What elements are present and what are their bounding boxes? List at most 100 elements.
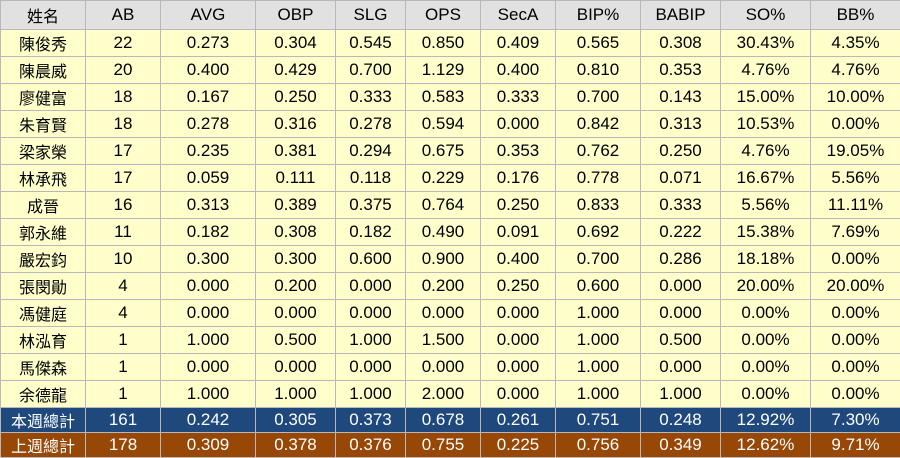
cell-slg: 0.000 <box>336 300 406 327</box>
cell-seca: 0.176 <box>481 165 556 192</box>
cell-bb-pct: 4.76% <box>811 57 900 84</box>
cell-avg: 0.000 <box>161 300 256 327</box>
total-cell-ops: 0.755 <box>406 433 481 458</box>
cell-so-pct: 4.76% <box>721 57 811 84</box>
cell-slg: 0.700 <box>336 57 406 84</box>
cell-ops: 0.229 <box>406 165 481 192</box>
cell-bip-pct: 0.762 <box>556 138 641 165</box>
cell-bb-pct: 20.00% <box>811 273 900 300</box>
cell-seca: 0.250 <box>481 192 556 219</box>
cell-obp: 0.381 <box>256 138 336 165</box>
cell-name: 陳晨威 <box>1 57 86 84</box>
cell-bip-pct: 0.810 <box>556 57 641 84</box>
cell-so-pct: 0.00% <box>721 381 811 408</box>
total-cell-name: 上週總計 <box>1 433 86 458</box>
cell-ab: 18 <box>86 84 161 111</box>
cell-so-pct: 20.00% <box>721 273 811 300</box>
header-slg: SLG <box>336 1 406 30</box>
cell-ab: 18 <box>86 111 161 138</box>
cell-name: 嚴宏鈞 <box>1 246 86 273</box>
cell-bb-pct: 10.00% <box>811 84 900 111</box>
cell-ops: 0.000 <box>406 354 481 381</box>
cell-name: 馬傑森 <box>1 354 86 381</box>
cell-name: 梁家榮 <box>1 138 86 165</box>
cell-so-pct: 10.53% <box>721 111 811 138</box>
cell-bip-pct: 1.000 <box>556 327 641 354</box>
cell-name: 余德龍 <box>1 381 86 408</box>
cell-seca: 0.091 <box>481 219 556 246</box>
cell-obp: 0.316 <box>256 111 336 138</box>
cell-seca: 0.353 <box>481 138 556 165</box>
cell-ops: 0.594 <box>406 111 481 138</box>
header-bip-pct: BIP% <box>556 1 641 30</box>
total-cell-so-pct: 12.92% <box>721 408 811 433</box>
cell-bb-pct: 4.35% <box>811 30 900 57</box>
cell-avg: 0.400 <box>161 57 256 84</box>
cell-slg: 0.000 <box>336 273 406 300</box>
cell-seca: 0.000 <box>481 111 556 138</box>
cell-so-pct: 0.00% <box>721 327 811 354</box>
cell-ops: 2.000 <box>406 381 481 408</box>
cell-avg: 0.313 <box>161 192 256 219</box>
total-cell-babip: 0.349 <box>641 433 721 458</box>
cell-slg: 1.000 <box>336 381 406 408</box>
cell-babip: 0.308 <box>641 30 721 57</box>
cell-babip: 0.286 <box>641 246 721 273</box>
cell-bip-pct: 0.600 <box>556 273 641 300</box>
cell-ops: 0.583 <box>406 84 481 111</box>
cell-seca: 0.000 <box>481 327 556 354</box>
cell-obp: 0.389 <box>256 192 336 219</box>
cell-bb-pct: 11.11% <box>811 192 900 219</box>
cell-bip-pct: 0.833 <box>556 192 641 219</box>
cell-ops: 0.764 <box>406 192 481 219</box>
cell-babip: 0.222 <box>641 219 721 246</box>
cell-avg: 0.000 <box>161 273 256 300</box>
cell-bip-pct: 0.700 <box>556 84 641 111</box>
cell-bip-pct: 1.000 <box>556 381 641 408</box>
cell-babip: 0.000 <box>641 273 721 300</box>
cell-ab: 1 <box>86 381 161 408</box>
total-cell-name: 本週總計 <box>1 408 86 433</box>
total-cell-seca: 0.225 <box>481 433 556 458</box>
header-name: 姓名 <box>1 1 86 30</box>
total-cell-avg: 0.242 <box>161 408 256 433</box>
cell-obp: 0.000 <box>256 354 336 381</box>
cell-seca: 0.000 <box>481 300 556 327</box>
cell-bb-pct: 0.00% <box>811 354 900 381</box>
cell-ab: 4 <box>86 300 161 327</box>
cell-babip: 0.313 <box>641 111 721 138</box>
cell-ab: 17 <box>86 165 161 192</box>
table-header: 姓名 AB AVG OBP SLG OPS SecA BIP% BABIP SO… <box>1 1 900 30</box>
cell-bip-pct: 0.692 <box>556 219 641 246</box>
cell-avg: 0.278 <box>161 111 256 138</box>
cell-ab: 16 <box>86 192 161 219</box>
cell-ops: 0.675 <box>406 138 481 165</box>
cell-ab: 11 <box>86 219 161 246</box>
cell-ops: 1.129 <box>406 57 481 84</box>
cell-seca: 0.000 <box>481 381 556 408</box>
total-cell-so-pct: 12.62% <box>721 433 811 458</box>
cell-ops: 0.900 <box>406 246 481 273</box>
cell-avg: 0.167 <box>161 84 256 111</box>
cell-so-pct: 5.56% <box>721 192 811 219</box>
cell-bb-pct: 7.69% <box>811 219 900 246</box>
cell-obp: 0.111 <box>256 165 336 192</box>
cell-seca: 0.333 <box>481 84 556 111</box>
cell-ab: 1 <box>86 354 161 381</box>
cell-ab: 1 <box>86 327 161 354</box>
cell-name: 朱育賢 <box>1 111 86 138</box>
cell-avg: 0.059 <box>161 165 256 192</box>
cell-so-pct: 16.67% <box>721 165 811 192</box>
cell-bip-pct: 1.000 <box>556 354 641 381</box>
total-cell-ab: 178 <box>86 433 161 458</box>
cell-avg: 0.235 <box>161 138 256 165</box>
